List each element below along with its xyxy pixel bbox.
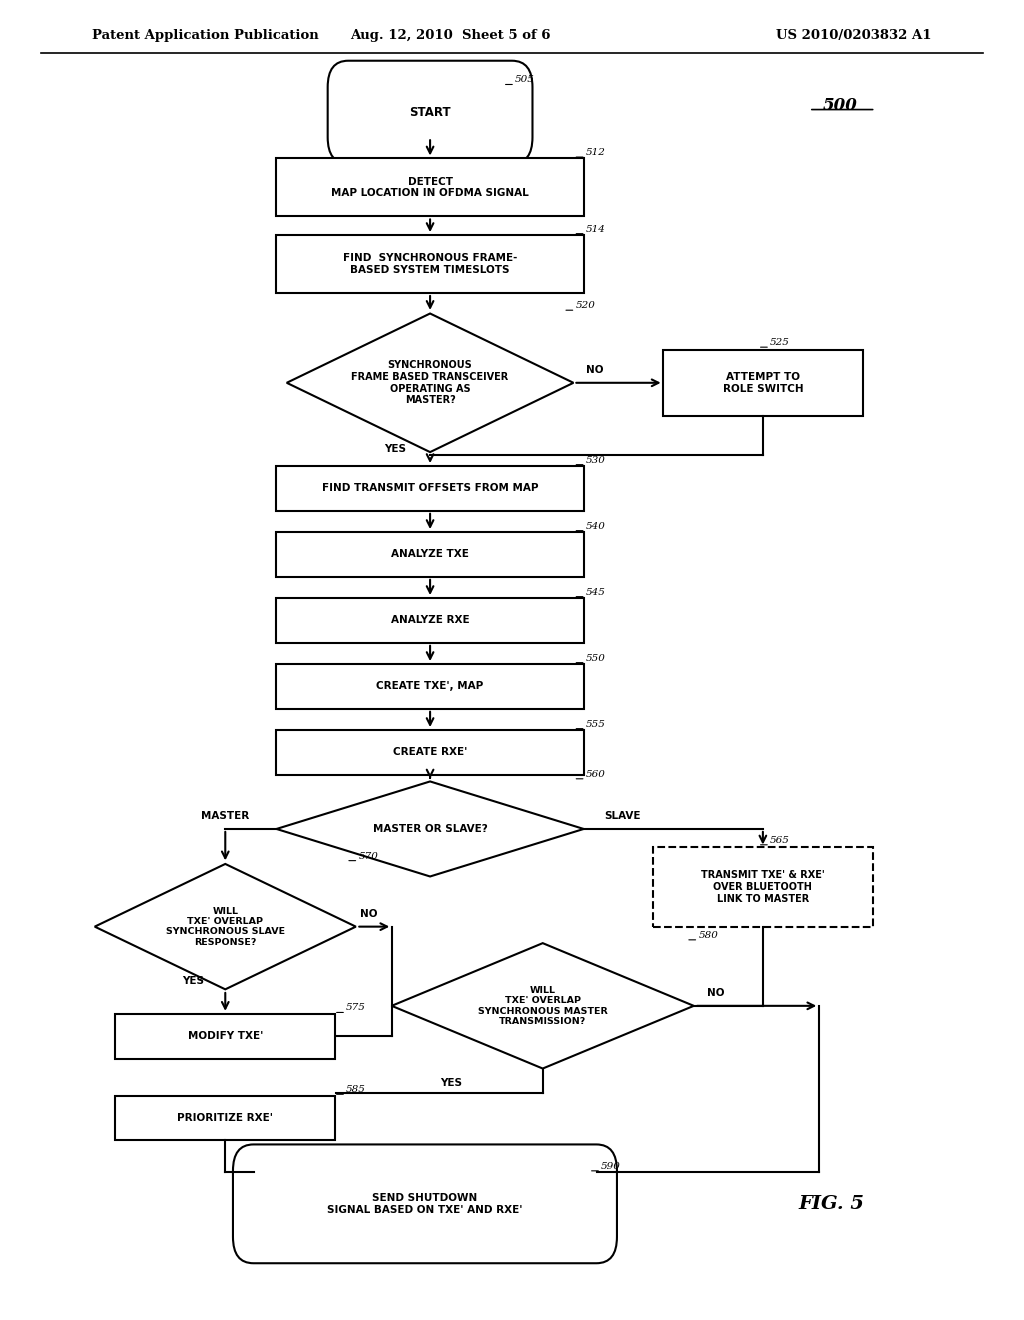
Text: 580: 580: [698, 931, 718, 940]
FancyBboxPatch shape: [328, 61, 532, 164]
Text: FIND TRANSMIT OFFSETS FROM MAP: FIND TRANSMIT OFFSETS FROM MAP: [322, 483, 539, 494]
Text: SYNCHRONOUS
FRAME BASED TRANSCEIVER
OPERATING AS
MASTER?: SYNCHRONOUS FRAME BASED TRANSCEIVER OPER…: [351, 360, 509, 405]
Text: FIG. 5: FIG. 5: [799, 1195, 864, 1213]
Text: DETECT
MAP LOCATION IN OFDMA SIGNAL: DETECT MAP LOCATION IN OFDMA SIGNAL: [331, 177, 529, 198]
Text: MASTER: MASTER: [201, 810, 249, 821]
Text: START: START: [410, 106, 451, 119]
Text: 530: 530: [586, 455, 605, 465]
Text: MODIFY TXE': MODIFY TXE': [187, 1031, 263, 1041]
Text: 560: 560: [586, 770, 605, 779]
Text: 590: 590: [601, 1162, 621, 1171]
Text: SEND SHUTDOWN
SIGNAL BASED ON TXE' AND RXE': SEND SHUTDOWN SIGNAL BASED ON TXE' AND R…: [328, 1193, 522, 1214]
FancyBboxPatch shape: [276, 730, 584, 775]
Text: NO: NO: [586, 364, 603, 375]
Polygon shape: [276, 781, 584, 876]
Text: YES: YES: [440, 1077, 462, 1088]
Text: YES: YES: [384, 444, 406, 454]
Text: Aug. 12, 2010  Sheet 5 of 6: Aug. 12, 2010 Sheet 5 of 6: [350, 29, 551, 42]
Text: 570: 570: [358, 851, 378, 861]
Polygon shape: [287, 314, 573, 451]
Text: CREATE RXE': CREATE RXE': [393, 747, 467, 758]
Text: NO: NO: [360, 908, 378, 919]
FancyBboxPatch shape: [653, 847, 872, 927]
Text: FIND  SYNCHRONOUS FRAME-
BASED SYSTEM TIMESLOTS: FIND SYNCHRONOUS FRAME- BASED SYSTEM TIM…: [343, 253, 517, 275]
FancyBboxPatch shape: [115, 1014, 336, 1059]
Text: TRANSMIT TXE' & RXE'
OVER BLUETOOTH
LINK TO MASTER: TRANSMIT TXE' & RXE' OVER BLUETOOTH LINK…: [701, 870, 824, 904]
FancyBboxPatch shape: [276, 235, 584, 293]
FancyBboxPatch shape: [276, 598, 584, 643]
Text: 540: 540: [586, 521, 605, 531]
Text: 520: 520: [575, 301, 595, 310]
FancyBboxPatch shape: [276, 664, 584, 709]
Text: PRIORITIZE RXE': PRIORITIZE RXE': [177, 1113, 273, 1123]
FancyBboxPatch shape: [115, 1096, 336, 1140]
Text: WILL
TXE' OVERLAP
SYNCHRONOUS SLAVE
RESPONSE?: WILL TXE' OVERLAP SYNCHRONOUS SLAVE RESP…: [166, 907, 285, 946]
Text: MASTER OR SLAVE?: MASTER OR SLAVE?: [373, 824, 487, 834]
Text: 575: 575: [346, 1003, 366, 1012]
Text: 565: 565: [770, 836, 790, 845]
Text: CREATE TXE', MAP: CREATE TXE', MAP: [377, 681, 483, 692]
FancyBboxPatch shape: [664, 350, 862, 416]
Text: ANALYZE TXE: ANALYZE TXE: [391, 549, 469, 560]
Text: US 2010/0203832 A1: US 2010/0203832 A1: [776, 29, 932, 42]
Text: 514: 514: [586, 224, 605, 234]
Text: NO: NO: [707, 987, 724, 998]
Text: WILL
TXE' OVERLAP
SYNCHRONOUS MASTER
TRANSMISSION?: WILL TXE' OVERLAP SYNCHRONOUS MASTER TRA…: [478, 986, 607, 1026]
Text: 550: 550: [586, 653, 605, 663]
Text: 585: 585: [346, 1085, 366, 1094]
FancyBboxPatch shape: [232, 1144, 616, 1263]
Polygon shape: [94, 865, 356, 990]
Text: ATTEMPT TO
ROLE SWITCH: ATTEMPT TO ROLE SWITCH: [723, 372, 803, 393]
Text: 505: 505: [515, 75, 535, 84]
Text: 545: 545: [586, 587, 605, 597]
Text: YES: YES: [182, 975, 204, 986]
Text: Patent Application Publication: Patent Application Publication: [92, 29, 318, 42]
FancyBboxPatch shape: [276, 158, 584, 216]
Text: 512: 512: [586, 148, 605, 157]
FancyBboxPatch shape: [276, 466, 584, 511]
Polygon shape: [392, 942, 694, 1069]
Text: 525: 525: [770, 338, 790, 347]
Text: 555: 555: [586, 719, 605, 729]
FancyBboxPatch shape: [276, 532, 584, 577]
Text: SLAVE: SLAVE: [604, 810, 641, 821]
Text: ANALYZE RXE: ANALYZE RXE: [391, 615, 469, 626]
Text: 500: 500: [822, 98, 857, 114]
